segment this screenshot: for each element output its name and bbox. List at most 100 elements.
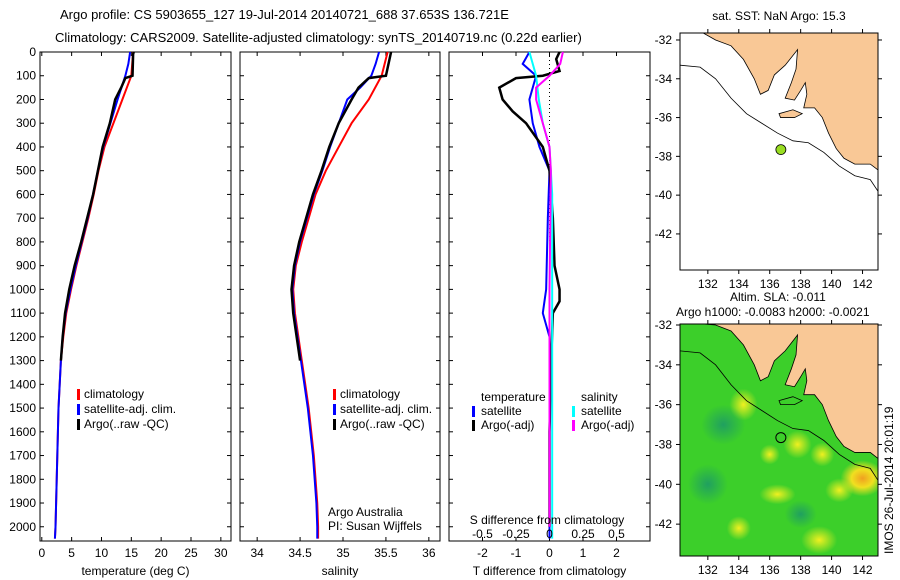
depth-tick-label: 400 bbox=[16, 140, 36, 154]
sla-anomaly-blob bbox=[759, 444, 780, 465]
annotation-text: Argo Australia bbox=[328, 505, 403, 519]
series-line-argo-raw-qc- bbox=[59, 51, 135, 361]
lat-tick-label: -38 bbox=[655, 437, 673, 451]
lat-tick-label: -34 bbox=[655, 358, 673, 372]
lat-tick-label: -42 bbox=[655, 227, 673, 241]
x2-tick-label: 0.25 bbox=[571, 527, 595, 541]
legend-label: Argo(-adj) bbox=[481, 418, 534, 432]
x2-tick-label: -0.25 bbox=[502, 527, 530, 541]
sla-anomaly-blob bbox=[810, 442, 835, 467]
depth-tick-label: 1400 bbox=[9, 377, 36, 391]
legend-label: satellite-adj. clim. bbox=[340, 402, 432, 416]
series-line-satellite-adj-clim- bbox=[291, 51, 381, 539]
legend-swatch bbox=[333, 404, 336, 415]
legend-swatch bbox=[472, 406, 475, 417]
depth-tick-label: 1200 bbox=[9, 330, 36, 344]
salinity-panel: 34 34.5 35 35.5 36 salinity climatologysatelli… bbox=[239, 51, 441, 578]
lon-tick-label: 134 bbox=[729, 277, 749, 291]
lon-tick-label: 132 bbox=[698, 277, 718, 291]
series-line-climatology bbox=[292, 51, 389, 539]
depth-tick-label: 300 bbox=[16, 116, 36, 130]
x-tick-label: 36 bbox=[422, 546, 436, 560]
lon-tick-label: 138 bbox=[791, 277, 811, 291]
legend-label: satellite-adj. clim. bbox=[84, 402, 176, 416]
x-tick-label: 30 bbox=[214, 546, 228, 560]
temperature-xlabel: temperature (deg C) bbox=[81, 564, 189, 578]
sla-anomaly-blob bbox=[726, 516, 751, 541]
x-tick-label: 35 bbox=[336, 546, 350, 560]
title-line-2: Climatology: CARS2009. Satellite-adjuste… bbox=[55, 30, 582, 45]
s-difference-label: S difference from climatology bbox=[470, 513, 625, 527]
lat-tick-label: -42 bbox=[655, 517, 673, 531]
depth-tick-label: 900 bbox=[16, 259, 36, 273]
kangaroo-island bbox=[778, 109, 804, 118]
depth-tick-label: 700 bbox=[16, 211, 36, 225]
x-tick-label: -2 bbox=[477, 546, 488, 560]
sla-map-title-1: Altim. SLA: -0.011 bbox=[730, 290, 826, 304]
x-tick-label: 5 bbox=[68, 546, 75, 560]
argo-position-marker bbox=[775, 144, 787, 156]
legend-swatch bbox=[77, 419, 80, 430]
lat-tick-label: -38 bbox=[655, 149, 673, 163]
legend-header-salinity: salinity bbox=[581, 390, 618, 404]
temperature-axes-box bbox=[39, 51, 232, 542]
lon-tick-label: 140 bbox=[822, 277, 842, 291]
depth-tick-label: 1100 bbox=[10, 306, 36, 320]
lon-tick-label: 142 bbox=[853, 563, 873, 577]
depth-tick-label: 100 bbox=[16, 69, 36, 83]
sla-anomaly-blob bbox=[783, 430, 812, 459]
sst-map-title: sat. SST: NaN Argo: 15.3 bbox=[712, 9, 846, 23]
depth-tick-label: 600 bbox=[16, 187, 36, 201]
depth-tick-label: 0 bbox=[29, 45, 36, 59]
sla-map-title-2: Argo h1000: -0.0083 h2000: -0.0021 bbox=[676, 305, 870, 319]
difference-xlabel: T difference from climatology bbox=[473, 564, 627, 578]
series-line-satellite-adj-clim- bbox=[53, 51, 132, 539]
legend-label: satellite bbox=[581, 404, 622, 418]
legend-label: Argo(..raw -QC) bbox=[340, 417, 425, 431]
sla-anomaly-blob bbox=[701, 404, 746, 445]
sla-anomaly-blob bbox=[784, 500, 817, 529]
legend-label: satellite bbox=[481, 404, 522, 418]
difference-panel: -2 -1 0 1 2 T difference from climatology temp… bbox=[448, 51, 651, 578]
legend-label: Argo(-adj) bbox=[581, 418, 634, 432]
legend-swatch bbox=[472, 420, 475, 431]
sst_map-panel: 132 134 136 138 140 142 -32 -34 -36 -38 -40 -42 sat.… bbox=[655, 9, 882, 291]
legend-swatch bbox=[333, 419, 336, 430]
x2-tick-label: 0.5 bbox=[608, 527, 625, 541]
x2-tick-label: 0 bbox=[546, 527, 553, 541]
lat-tick-label: -32 bbox=[655, 33, 673, 47]
x-tick-label: 0 bbox=[38, 546, 45, 560]
legend-label: Argo(..raw -QC) bbox=[84, 417, 169, 431]
sla-anomaly-blob bbox=[759, 484, 796, 505]
land-australia bbox=[703, 323, 879, 460]
depth-tick-label: 500 bbox=[16, 164, 36, 178]
legend-swatch bbox=[333, 389, 336, 400]
isobath-line bbox=[679, 64, 879, 192]
x-tick-label: 35.5 bbox=[374, 546, 398, 560]
salinity-xlabel: salinity bbox=[322, 564, 359, 578]
land-australia bbox=[701, 32, 879, 171]
lat-tick-label: -40 bbox=[655, 188, 673, 202]
lat-tick-label: -40 bbox=[655, 477, 673, 491]
x-tick-label: 25 bbox=[184, 546, 198, 560]
x-tick-label: 34.5 bbox=[288, 546, 312, 560]
sla-anomaly-blob bbox=[687, 464, 728, 505]
legend-label: climatology bbox=[340, 387, 400, 401]
depth-tick-label: 2000 bbox=[9, 520, 36, 534]
series-line-s-argo-adj- bbox=[535, 51, 564, 527]
series-line-argo-raw-qc- bbox=[290, 51, 393, 361]
legend-swatch bbox=[572, 406, 575, 417]
lat-tick-label: -36 bbox=[655, 111, 673, 125]
depth-tick-label: 1600 bbox=[9, 425, 36, 439]
lon-tick-label: 132 bbox=[698, 563, 718, 577]
salinity-axes-box bbox=[239, 51, 441, 542]
x-tick-label: 1 bbox=[580, 546, 587, 560]
series-line-climatology bbox=[53, 51, 135, 539]
plot-panels: 0100200300400500600700800900100011001200… bbox=[9, 9, 882, 578]
depth-tick-label: 1900 bbox=[9, 496, 36, 510]
lon-tick-label: 136 bbox=[760, 277, 780, 291]
kangaroo-island bbox=[778, 396, 804, 406]
x2-tick-label: -0.5 bbox=[472, 527, 493, 541]
annotation-text: PI: Susan Wijffels bbox=[328, 519, 422, 533]
lat-tick-label: -36 bbox=[655, 398, 673, 412]
